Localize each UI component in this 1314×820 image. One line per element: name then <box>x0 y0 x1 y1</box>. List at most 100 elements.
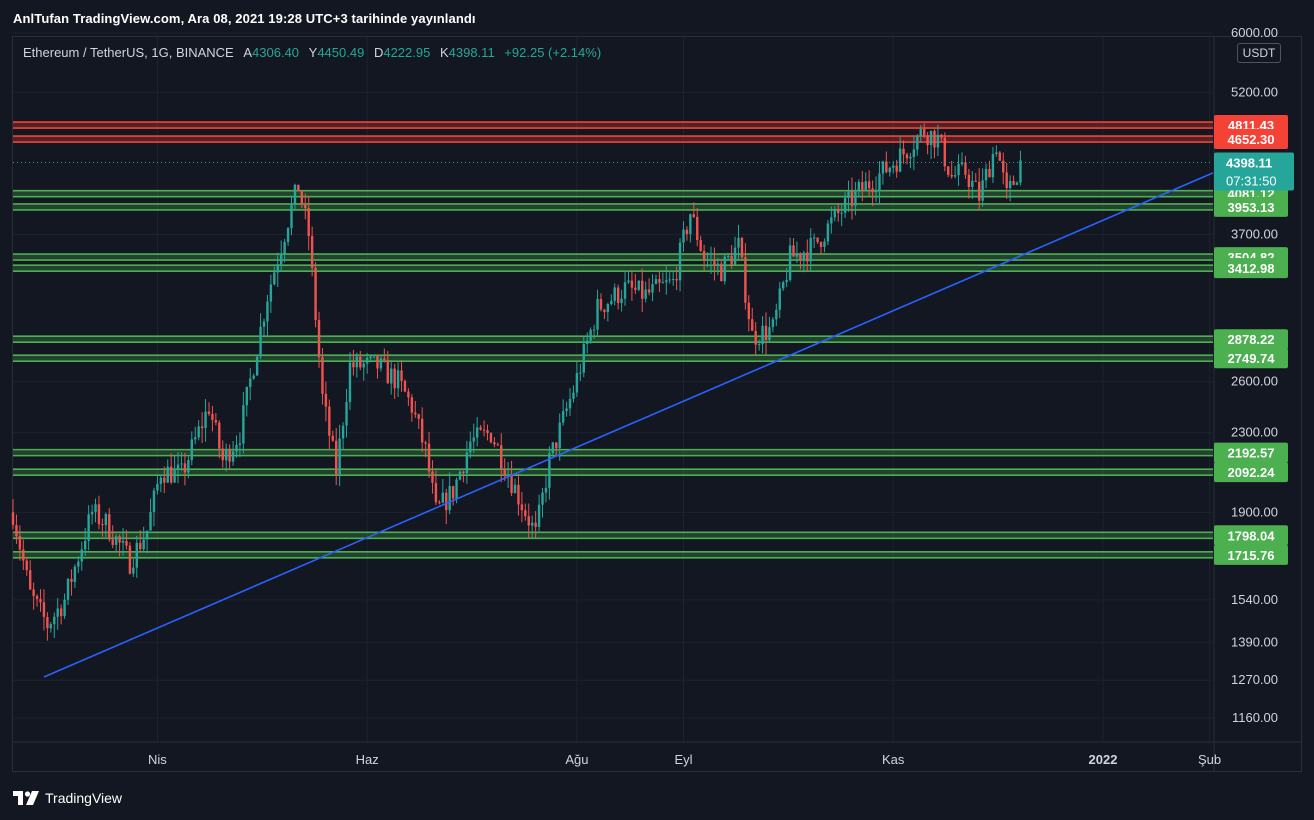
candle-body <box>66 578 70 600</box>
candle-body <box>936 134 940 148</box>
candle-body <box>307 208 310 237</box>
candle-body <box>197 426 200 438</box>
candle-body <box>431 471 434 483</box>
brand-name: TradingView <box>45 790 123 806</box>
candle-body <box>286 228 290 242</box>
price-tick-label: 1540.00 <box>1231 592 1278 607</box>
candle-body <box>668 279 671 281</box>
symbol-name[interactable]: Ethereum / TetherUS, 1G, BINANCE <box>23 45 234 60</box>
support-level-tag-label: 2878.22 <box>1228 332 1275 347</box>
support-level-tag <box>1214 329 1288 350</box>
candle-body <box>510 475 513 494</box>
candle-body <box>204 411 207 429</box>
candle-body <box>599 298 603 310</box>
support-level-band <box>13 336 1213 343</box>
candle-body <box>362 363 365 368</box>
candle-body <box>513 484 517 494</box>
candle-body <box>699 239 702 251</box>
candle-body <box>18 536 22 550</box>
candle-body <box>572 392 575 399</box>
candle-body <box>11 512 15 526</box>
candle-body <box>176 464 180 469</box>
candle-body <box>878 173 881 190</box>
support-level-tag-label: 2092.24 <box>1228 465 1276 480</box>
candle-body <box>410 397 414 413</box>
trendline-layer <box>43 172 1214 678</box>
support-level-tag <box>1214 442 1288 463</box>
support-level-tag-label: 1798.04 <box>1228 528 1276 543</box>
candle-body <box>926 135 929 146</box>
candle-body <box>651 284 654 293</box>
candle-body <box>166 466 169 483</box>
support-level-band <box>13 449 1213 456</box>
candle-body <box>988 168 991 178</box>
candle-body <box>479 427 482 430</box>
candle-body <box>341 425 345 439</box>
price-tick-label: 1270.00 <box>1231 672 1278 687</box>
candle-body <box>496 444 500 446</box>
candle-body <box>372 355 376 357</box>
support-level-tag-label: 1715.76 <box>1228 548 1275 563</box>
candle-body <box>678 242 682 281</box>
candle-body <box>139 542 142 550</box>
candle-body <box>1012 180 1015 185</box>
candle-body <box>795 253 799 257</box>
candle-body <box>778 288 781 310</box>
candle-body <box>544 487 548 493</box>
candle-body <box>524 510 527 517</box>
chart-frame[interactable] <box>12 36 1302 772</box>
candle-body <box>42 602 46 617</box>
candle-body <box>132 567 135 574</box>
candle-body <box>500 445 503 470</box>
candle-body <box>940 134 943 138</box>
resistance-level-band <box>13 122 1213 129</box>
candle-body <box>221 448 224 461</box>
candle-body <box>183 463 187 473</box>
candle-body <box>960 162 964 164</box>
brand[interactable]: TradingView <box>13 790 122 806</box>
candle-body <box>692 214 696 217</box>
candle-body <box>194 437 197 440</box>
close-value: 4398.11 <box>448 45 495 60</box>
candle-body <box>555 442 558 449</box>
candle-body <box>97 504 101 525</box>
last-price-tag <box>1214 152 1294 191</box>
candle-body <box>747 302 751 320</box>
candle-body <box>383 358 386 361</box>
candle-body <box>627 280 630 283</box>
candle-body <box>238 443 242 445</box>
trendline <box>43 172 1214 678</box>
candle-body <box>541 492 544 505</box>
candle-body <box>386 360 389 384</box>
candle-body <box>534 522 537 527</box>
candle-body <box>200 426 204 429</box>
candle-body <box>1015 182 1019 185</box>
candle-body <box>551 442 555 453</box>
support-level-band <box>13 203 1213 210</box>
candle-body <box>472 437 475 442</box>
candle-body <box>592 329 596 331</box>
candle-body <box>616 287 620 304</box>
candle-body <box>482 429 486 431</box>
candle-body <box>881 161 885 174</box>
top-bar: AnlTufan TradingView.com, Ara 08, 2021 1… <box>0 0 1314 36</box>
candle-body <box>716 263 720 266</box>
candle-body <box>754 330 757 345</box>
candle-body <box>843 197 847 213</box>
currency-badge[interactable]: USDT <box>1237 43 1281 63</box>
price-tick-label: 2600.00 <box>1231 374 1278 389</box>
candle-body <box>733 247 737 265</box>
candle-body <box>740 237 744 258</box>
candle-body <box>696 216 699 240</box>
candle-body <box>685 229 689 235</box>
symbol-legend: Ethereum / TetherUS, 1G, BINANCE A4306.4… <box>23 45 601 60</box>
candle-body <box>606 303 610 313</box>
candle-body <box>909 156 912 159</box>
candle-body <box>345 402 348 426</box>
candle-body <box>35 596 39 600</box>
candle-body <box>922 129 926 136</box>
price-tick-label: 2300.00 <box>1231 425 1278 440</box>
candle-body <box>142 539 145 550</box>
candle-body <box>269 284 273 302</box>
